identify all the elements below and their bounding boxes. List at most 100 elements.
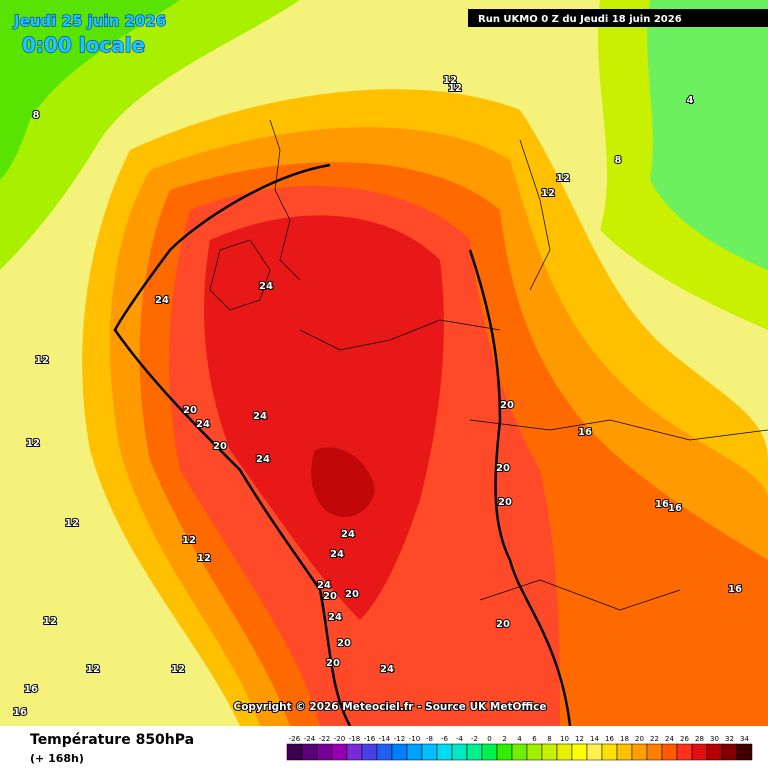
colorbar-label: 12	[575, 735, 584, 743]
colorbar-swatch	[736, 743, 753, 761]
colorbar-label: 4	[517, 735, 522, 743]
contour-label: 20	[213, 441, 227, 452]
contour-label: 12	[448, 83, 462, 94]
colorbar-label: -18	[349, 735, 360, 743]
colorbar-swatch	[391, 743, 408, 761]
colorbar-swatch	[286, 743, 303, 761]
colorbar-label: -6	[441, 735, 449, 743]
colorbar-swatch	[511, 743, 528, 761]
contour-label: 16	[655, 499, 669, 510]
colorbar-swatch	[706, 743, 723, 761]
contour-label: 12	[65, 518, 79, 529]
contour-label: 8	[33, 110, 40, 121]
contour-label: 24	[259, 281, 273, 292]
colorbar-label: -8	[426, 735, 433, 743]
contour-label: 20	[496, 463, 510, 474]
contour-label: 24	[196, 419, 210, 430]
colorbar-label: 2	[502, 735, 506, 743]
colorbar-label: 0	[487, 735, 491, 743]
footer-title: Température 850hPa	[30, 732, 194, 748]
colorbar-swatch	[436, 743, 453, 761]
contour-label: 16	[13, 707, 27, 718]
contour-label: 12	[197, 553, 211, 564]
colorbar-label: 30	[710, 735, 719, 743]
colorbar-label: 8	[547, 735, 551, 743]
colorbar-swatch	[376, 743, 393, 761]
colorbar-swatch	[496, 743, 513, 761]
copyright: Copyright © 2026 Meteociel.fr - Source U…	[234, 701, 547, 713]
map	[0, 0, 768, 727]
colorbar-swatch	[466, 743, 483, 761]
colorbar-swatch	[646, 743, 663, 761]
colorbar-swatch	[661, 743, 678, 761]
colorbar-label: 28	[695, 735, 704, 743]
contour-label: 20	[498, 497, 512, 508]
colorbar-label: 10	[560, 735, 569, 743]
contour-label: 20	[500, 400, 514, 411]
contour-label: 24	[328, 612, 342, 623]
colorbar-label: -4	[456, 735, 464, 743]
contour-label: 12	[43, 616, 57, 627]
contour-label: 12	[556, 173, 570, 184]
contour-label: 12	[171, 664, 185, 675]
colorbar-swatch	[601, 743, 618, 761]
colorbar-label: 32	[725, 735, 734, 743]
colorbar-label: -16	[364, 735, 376, 743]
time: 0:00 locale	[22, 33, 145, 57]
colorbar-swatch	[676, 743, 693, 761]
contour-label: 24	[380, 664, 394, 675]
contour-label: 24	[253, 411, 267, 422]
colorbar-label: -2	[471, 735, 478, 743]
colorbar-label: 14	[590, 735, 599, 743]
contour-label: 12	[443, 75, 457, 86]
contour-label: 16	[668, 503, 682, 514]
colorbar-swatch	[541, 743, 558, 761]
colorbar-swatch	[691, 743, 708, 761]
colorbar-swatch	[421, 743, 438, 761]
colorbar-swatch	[526, 743, 543, 761]
contour-label: 20	[345, 589, 359, 600]
colorbar-swatch	[721, 743, 738, 761]
contour-label: 12	[182, 535, 196, 546]
contour-label: 12	[35, 355, 49, 366]
contour-label: 16	[578, 427, 592, 438]
colorbar-swatch	[331, 743, 348, 761]
footer-lead: (+ 168h)	[30, 752, 84, 765]
colorbar-label: -20	[334, 735, 345, 743]
run-box	[468, 9, 768, 27]
contour-label: 24	[155, 295, 169, 306]
colorbar-swatch	[631, 743, 648, 761]
contour-label: 24	[317, 580, 331, 591]
contour-label: 24	[341, 529, 355, 540]
contour-label: 24	[256, 454, 270, 465]
colorbar-label: -26	[289, 735, 301, 743]
colorbar-label: 34	[740, 735, 749, 743]
contour-label: 20	[323, 591, 337, 602]
contour-label: 24	[330, 549, 344, 560]
colorbar-label: -14	[379, 735, 391, 743]
colorbar-swatch	[451, 743, 468, 761]
colorbar-swatch	[301, 743, 318, 761]
colorbar-swatch	[361, 743, 378, 761]
colorbar-swatch	[556, 743, 573, 761]
colorbar-swatch	[406, 743, 423, 761]
contour-label: 20	[183, 405, 197, 416]
contour-label: 20	[326, 658, 340, 669]
colorbar: -26 -24 -22 -20 -18 -16 -14 -12 -10 -8 -6 -4 -2 0 2 4 6 8…	[286, 735, 753, 761]
colorbar-swatch	[346, 743, 363, 761]
contour-label: 8	[615, 155, 622, 166]
colorbar-label: 20	[635, 735, 644, 743]
colorbar-swatch	[616, 743, 633, 761]
colorbar-label: -10	[409, 735, 420, 743]
contour-label: 4	[687, 95, 694, 106]
colorbar-swatch	[586, 743, 603, 761]
colorbar-swatch	[481, 743, 498, 761]
contour-label: 16	[728, 584, 742, 595]
contour-label: 20	[496, 619, 510, 630]
colorbar-label: -12	[394, 735, 405, 743]
colorbar-label: 6	[532, 735, 537, 743]
contour-label: 20	[337, 638, 351, 649]
colorbar-label: 24	[665, 735, 674, 743]
